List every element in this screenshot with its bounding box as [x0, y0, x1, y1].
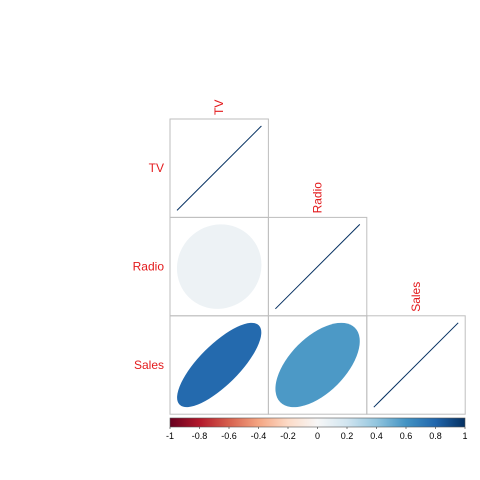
- ellipse-sales-tv: [177, 322, 262, 408]
- diagonal-line-sales: [373, 322, 459, 408]
- col-label-radio: Radio: [311, 182, 325, 214]
- cell-border: [366, 315, 466, 415]
- row-label-sales: Sales: [134, 358, 164, 372]
- col-label-sales: Sales: [409, 282, 423, 312]
- ellipse-radio-tv: [176, 224, 262, 309]
- cell-tv-tv: [169, 118, 269, 218]
- cell-radio-tv: [169, 216, 269, 317]
- cell-radio-radio: [267, 216, 368, 317]
- diagonal-line-tv: [176, 125, 262, 211]
- colorbar: -1 -0.8 -0.6 -0.4 -0.2 0 0.2 0.4 0.6 0.8 1: [166, 417, 468, 441]
- colorbar-gradient: [170, 418, 465, 427]
- colorbar-tick-label: 0.2: [341, 431, 354, 441]
- col-label-tv: TV: [212, 100, 226, 115]
- colorbar-tick-label: 0.8: [429, 431, 442, 441]
- colorbar-tick-label: -0.4: [251, 431, 267, 441]
- colorbar-tick-label: -0.8: [192, 431, 208, 441]
- colorbar-tick-label: -0.6: [221, 431, 237, 441]
- colorbar-tick-label: 0: [315, 431, 320, 441]
- row-label-tv: TV: [149, 161, 164, 175]
- ellipse-sales-radio: [275, 322, 360, 408]
- row-label-radio: Radio: [133, 260, 165, 274]
- colorbar-tick-label: -1: [166, 431, 174, 441]
- diagonal-line-radio: [275, 224, 361, 310]
- colorbar-tick-label: -0.2: [280, 431, 296, 441]
- colorbar-tick-label: 1: [462, 431, 467, 441]
- colorbar-tick-label: 0.6: [400, 431, 413, 441]
- cell-sales-tv: [169, 315, 269, 415]
- cell-sales-radio: [267, 315, 368, 415]
- colorbar-tick-label: 0.4: [370, 431, 383, 441]
- cell-sales-sales: [366, 315, 466, 415]
